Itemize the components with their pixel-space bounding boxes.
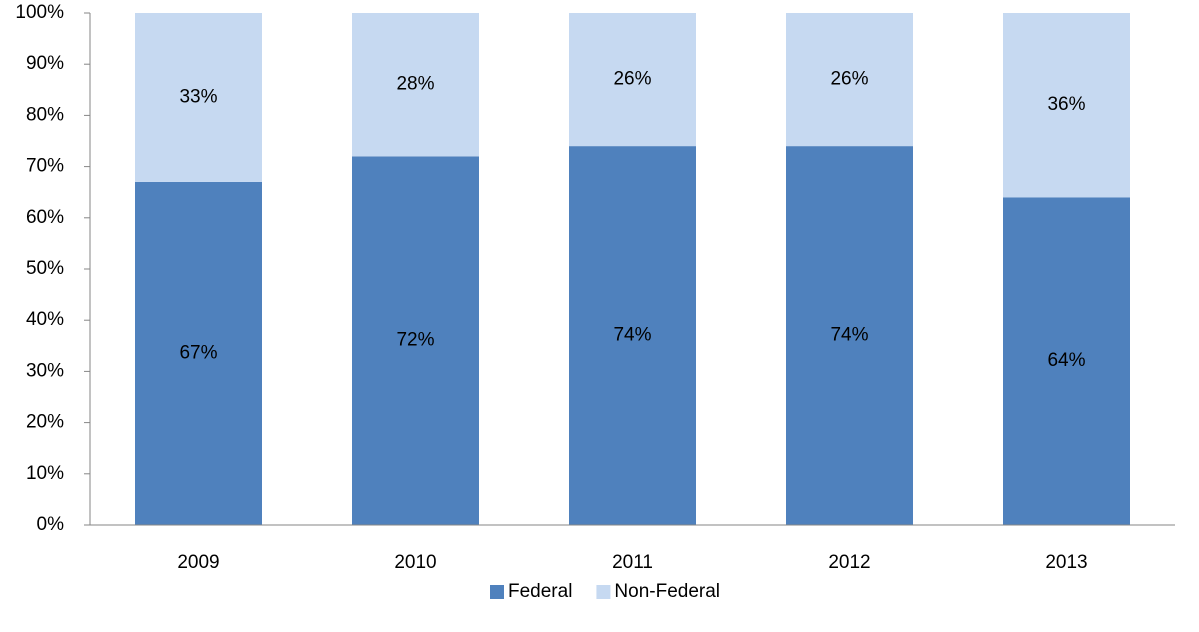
bar-segment <box>569 146 696 525</box>
y-tick-label: 30% <box>26 360 64 381</box>
data-label: 33% <box>179 86 217 107</box>
y-tick-label: 20% <box>26 412 64 433</box>
legend-label: Non-Federal <box>614 581 720 602</box>
x-tick-label: 2012 <box>828 552 870 573</box>
y-tick-label: 10% <box>26 463 64 484</box>
bar-segment <box>1003 13 1130 198</box>
data-label: 74% <box>613 325 651 346</box>
bar-segment <box>569 13 696 147</box>
x-tick-label: 2013 <box>1045 552 1087 573</box>
bar-segment <box>135 13 262 182</box>
legend-label: Federal <box>508 581 572 602</box>
bar-segment <box>1003 197 1130 525</box>
y-tick-label: 40% <box>26 309 64 330</box>
data-label: 72% <box>396 330 434 351</box>
x-tick-label: 2010 <box>394 552 436 573</box>
data-label: 28% <box>396 74 434 95</box>
data-label: 36% <box>1047 94 1085 115</box>
x-tick-label: 2009 <box>177 552 219 573</box>
data-label: 74% <box>830 325 868 346</box>
y-tick-label: 80% <box>26 104 64 125</box>
y-tick-label: 70% <box>26 156 64 177</box>
y-tick-label: 50% <box>26 258 64 279</box>
x-tick-label: 2011 <box>612 552 653 573</box>
y-tick-label: 60% <box>26 207 64 228</box>
y-tick-label: 0% <box>37 514 65 535</box>
y-tick-label: 100% <box>15 2 64 23</box>
data-label: 64% <box>1047 350 1085 371</box>
bar-segment <box>352 156 479 526</box>
bar-segment <box>786 13 913 147</box>
legend-swatch <box>490 585 504 599</box>
y-tick-label: 90% <box>26 53 64 74</box>
data-label: 26% <box>613 69 651 90</box>
bar-segment <box>352 13 479 157</box>
bar-segment <box>135 181 262 525</box>
bar-segment <box>786 146 913 525</box>
data-label: 26% <box>830 69 868 90</box>
legend-swatch <box>596 585 611 599</box>
data-label: 67% <box>179 342 217 363</box>
